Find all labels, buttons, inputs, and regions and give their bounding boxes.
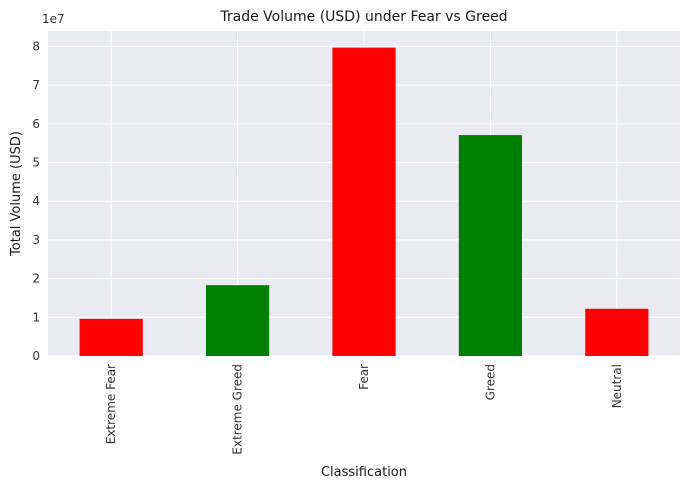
x-tick-label: Greed [483, 364, 497, 400]
bar [79, 318, 143, 356]
y-tick-label: 2 [32, 272, 40, 286]
bar [585, 308, 649, 356]
y-tick-label: 0 [32, 349, 40, 363]
y-tick-label: 5 [32, 156, 40, 170]
chart-title: Trade Volume (USD) under Fear vs Greed [219, 9, 507, 25]
y-tick-label: 4 [32, 194, 40, 208]
y-tick-label: 3 [32, 233, 40, 247]
x-tick-labels: Extreme Fear Extreme Greed Fear Greed Neutra… [104, 364, 624, 455]
bars [79, 47, 649, 357]
bar [332, 47, 396, 357]
y-axis-label: Total Volume (USD) [9, 131, 24, 257]
x-tick-label: Fear [357, 364, 371, 390]
bar [458, 135, 522, 356]
y-tick-label: 6 [32, 117, 40, 131]
y-offset-label: 1e7 [42, 12, 65, 26]
y-tick-labels: 0 1 2 3 4 5 6 7 8 [32, 39, 40, 363]
y-tick-label: 7 [32, 78, 40, 92]
y-tick-label: 1 [32, 310, 40, 324]
bar [206, 285, 270, 356]
x-tick-label: Extreme Fear [104, 364, 118, 444]
x-tick-label: Extreme Greed [231, 364, 245, 455]
y-tick-label: 8 [32, 39, 40, 53]
x-axis-label: Classification [321, 465, 407, 480]
x-tick-label: Neutral [610, 364, 624, 408]
